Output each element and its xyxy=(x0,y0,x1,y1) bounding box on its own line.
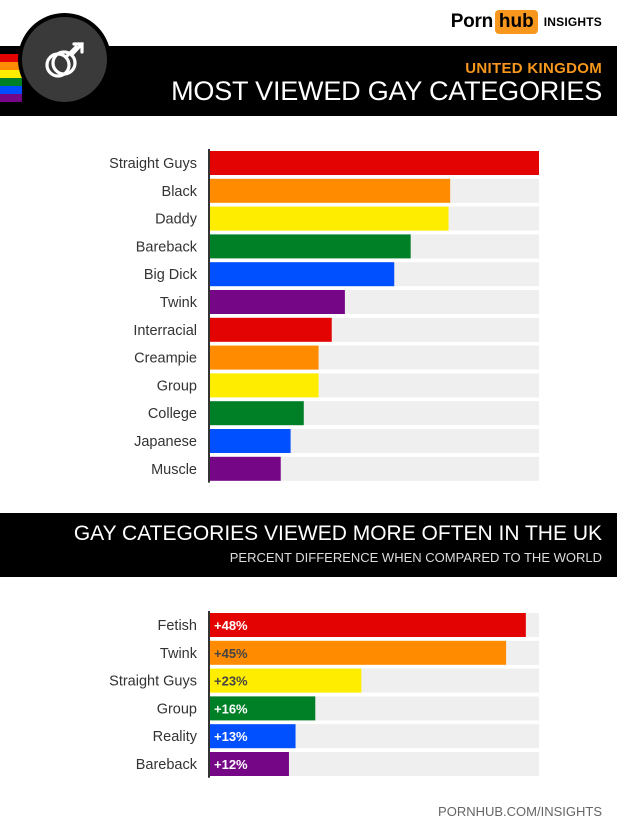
category-label: Fetish xyxy=(158,618,198,634)
male-male-symbol-icon xyxy=(18,13,111,106)
category-label: Straight Guys xyxy=(109,674,197,690)
bar xyxy=(210,178,451,203)
data-label: +16% xyxy=(214,701,248,716)
pornhub-insights-logo: Porn hub INSIGHTS xyxy=(451,9,602,35)
bar xyxy=(210,640,507,665)
bar xyxy=(210,752,289,776)
category-label: Creampie xyxy=(134,351,197,367)
section2-banner xyxy=(0,513,617,577)
category-label: Group xyxy=(157,701,197,717)
bar xyxy=(210,206,449,231)
bar xyxy=(210,317,332,342)
bar xyxy=(210,262,395,287)
rainbow-stripe xyxy=(0,86,22,94)
data-label: +13% xyxy=(214,729,248,744)
rainbow-stripe xyxy=(0,62,22,70)
category-label: Bareback xyxy=(136,239,198,255)
bar xyxy=(210,234,411,259)
data-label: +45% xyxy=(214,646,248,661)
category-label: Twink xyxy=(160,646,198,662)
most-viewed-categories-chart: Straight Guys Black Daddy Bareback Big Dick T… xyxy=(109,149,539,483)
rainbow-stripe xyxy=(0,54,22,62)
bar xyxy=(210,724,296,749)
rainbow-stripe xyxy=(0,70,22,78)
category-label: Big Dick xyxy=(144,267,198,283)
footer-url: PORNHUB.COM/INSIGHTS xyxy=(438,804,602,819)
uk-vs-world-chart: Fetish +48% Twink +45% Straight Guys +23% Grou… xyxy=(109,611,539,778)
bar xyxy=(210,456,281,481)
rainbow-stripe xyxy=(0,94,22,102)
category-label: Twink xyxy=(160,295,198,311)
category-label: Bareback xyxy=(136,757,198,773)
category-label: Daddy xyxy=(155,212,198,228)
rainbow-stripe xyxy=(0,78,22,86)
logo-hub-text: hub xyxy=(494,10,538,34)
bar xyxy=(210,373,319,398)
bar xyxy=(210,345,319,370)
bar xyxy=(210,668,362,693)
bar xyxy=(210,151,539,175)
rainbow-flag-stripes xyxy=(0,54,22,102)
category-label: Muscle xyxy=(151,462,197,478)
section1-subtitle: UNITED KINGDOM xyxy=(465,60,602,77)
bar xyxy=(210,401,304,426)
logo-insights-text: INSIGHTS xyxy=(543,15,602,29)
bar xyxy=(210,613,526,637)
category-label: Group xyxy=(157,378,197,394)
data-label: +48% xyxy=(214,618,248,633)
section2-title: GAY CATEGORIES VIEWED MORE OFTEN IN THE … xyxy=(73,522,602,545)
category-label: Straight Guys xyxy=(109,156,197,172)
category-label: Interracial xyxy=(133,323,197,339)
category-label: Japanese xyxy=(134,434,197,450)
data-label: +23% xyxy=(214,674,248,689)
category-label: Reality xyxy=(153,729,198,745)
bar xyxy=(210,696,316,721)
section1-title: MOST VIEWED GAY CATEGORIES xyxy=(171,76,602,106)
logo-porn-text: Porn xyxy=(450,11,493,32)
bar xyxy=(210,429,291,453)
bar xyxy=(210,290,345,314)
section2-subtitle: PERCENT DIFFERENCE WHEN COMPARED TO THE … xyxy=(229,550,602,565)
category-label: Black xyxy=(162,184,198,200)
data-label: +12% xyxy=(214,757,248,772)
category-label: College xyxy=(148,406,197,422)
